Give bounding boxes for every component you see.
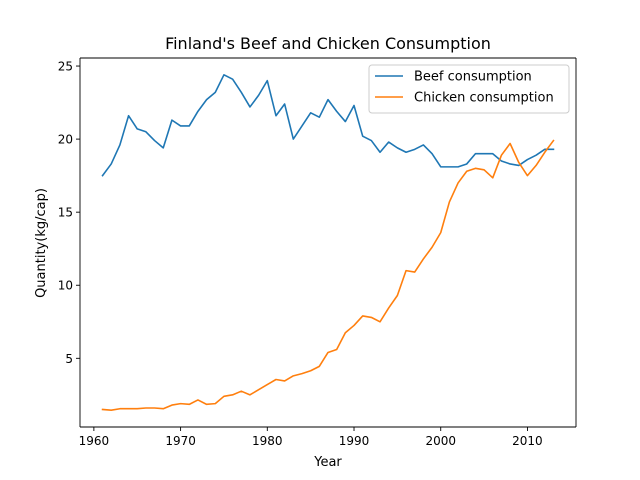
legend-box [368,64,570,114]
legend: Beef consumption Chicken consumption [368,64,570,114]
y-tick-label: 5 [65,352,73,366]
legend-label-1: Beef consumption [414,70,532,85]
y-tick-label: 10 [58,279,73,293]
chart-title: Finland's Beef and Chicken Consumption [165,34,491,53]
ticks-layer: 1960 1970 1980 1990 2000 2010 5 10 15 20 25 [58,60,543,448]
x-axis-label: Year [313,455,342,470]
x-tick-label: 1990 [339,434,370,448]
legend-label-2: Chicken consumption [414,91,554,106]
plot-area [80,58,576,427]
x-tick-label: 2010 [512,434,543,448]
y-tick-label: 25 [58,60,73,74]
x-tick-label: 2000 [425,434,456,448]
series-line-2 [101,139,555,411]
series-layer [101,74,555,411]
y-tick-label: 20 [58,133,73,147]
y-tick-label: 15 [58,206,73,220]
series-line-1 [101,74,555,177]
axes-layer [79,57,577,428]
y-axis-label: Quantity(kg/cap) [34,188,49,298]
x-tick-label: 1970 [165,434,196,448]
x-tick-label: 1980 [252,434,283,448]
x-tick-label: 1960 [79,434,110,448]
